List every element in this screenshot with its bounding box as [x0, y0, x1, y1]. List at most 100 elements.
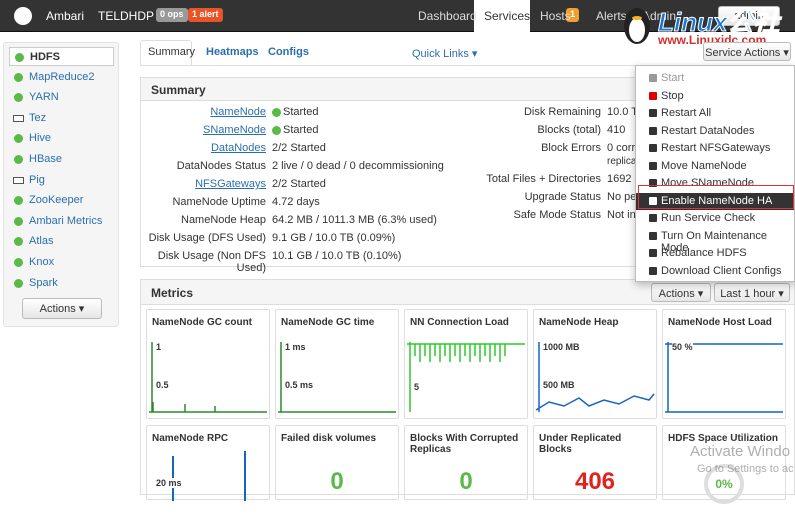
menu-label[interactable]: Rebalance HDFS	[661, 247, 747, 259]
sparkline-path	[407, 342, 525, 412]
brand[interactable]: Ambari	[46, 9, 85, 23]
service-item[interactable]: MapReduce2	[9, 68, 114, 87]
service-item[interactable]: Atlas	[9, 232, 114, 251]
service-item[interactable]: Spark	[9, 274, 114, 293]
status-icon	[14, 134, 23, 144]
nav-tab[interactable]: Dashboard	[418, 9, 477, 23]
service-name[interactable]: Knox	[29, 256, 55, 268]
menu-icon	[649, 109, 657, 117]
subtab[interactable]: Heatmaps	[206, 46, 259, 58]
service-item[interactable]: ZooKeeper	[9, 191, 114, 210]
service-name[interactable]: Atlas	[29, 235, 54, 248]
service-item[interactable]: YARN	[9, 88, 114, 107]
service-name[interactable]: ZooKeeper	[29, 194, 84, 207]
service-actions-label[interactable]: Service Actions	[705, 47, 781, 59]
status-icon	[14, 237, 23, 247]
menu-label[interactable]: Restart All	[661, 107, 712, 119]
ops-badge[interactable]: 0 ops	[156, 8, 188, 22]
service-item[interactable]: Knox	[9, 253, 114, 272]
sidebar-actions[interactable]: Actions ▾	[22, 298, 102, 319]
menu-label[interactable]: Turn On Maintenance Mode	[661, 229, 767, 254]
menu-item[interactable]: Stop	[636, 88, 794, 105]
metric-value: 406	[574, 468, 616, 495]
axis-label: 50 %	[672, 342, 693, 352]
service-name[interactable]: Hive	[29, 132, 52, 145]
service-name[interactable]: MapReduce2	[29, 70, 95, 83]
alerts-badge[interactable]: 1 alert	[188, 8, 223, 22]
menu-item[interactable]: Move NameNode	[636, 158, 794, 175]
nav-tab[interactable]: Admin	[642, 9, 677, 23]
summary-label[interactable]: NFSGateways	[195, 178, 266, 190]
service-item[interactable]: Hive	[9, 129, 114, 148]
menu-item[interactable]: Turn On Maintenance Mode	[636, 228, 794, 254]
menu-label[interactable]: Move SNameNode	[661, 177, 754, 189]
menu-item[interactable]: Restart DataNodes	[636, 123, 794, 140]
menu-label[interactable]: Download Client Configs	[661, 264, 782, 277]
menu-item[interactable]: Rebalance HDFS	[636, 245, 794, 262]
metrics-actions[interactable]: Actions ▾	[651, 283, 711, 302]
summary-label[interactable]: NameNode	[210, 106, 266, 118]
nav-tab[interactable]: Services	[484, 9, 531, 23]
quick-links[interactable]: Quick Links ▾	[412, 48, 478, 60]
metric-card: NameNode Host Load 50 %	[662, 309, 786, 419]
metric-title: NameNode Host Load	[668, 317, 772, 328]
nav-tab[interactable]: Alerts	[596, 9, 627, 23]
status-icon	[14, 155, 23, 164]
menu-label[interactable]: Start	[661, 72, 685, 84]
metric-title: HDFS Space Utilization	[668, 433, 779, 444]
menu-label[interactable]: Enable NameNode HA	[661, 194, 773, 207]
menu-label[interactable]: Restart DataNodes	[661, 124, 755, 137]
service-name[interactable]: HBase	[29, 153, 63, 165]
summary-label: Block Errors	[541, 142, 601, 154]
summary-label[interactable]: SNameNode	[203, 124, 266, 136]
metric-title: Failed disk volumes	[281, 433, 377, 444]
time-range-label[interactable]: Last 1 hour	[720, 288, 776, 300]
summary-value: Started	[283, 124, 319, 136]
service-name[interactable]: HDFS	[30, 51, 60, 63]
axis-label: 1	[156, 342, 162, 352]
metric-title: NN Connection Load	[410, 317, 509, 328]
menu-item[interactable]: Enable NameNode HA	[636, 192, 794, 210]
service-name[interactable]: Pig	[29, 173, 45, 186]
service-name[interactable]: Tez	[29, 111, 47, 124]
watermark-logo: Linux公社	[657, 7, 780, 38]
metrics-actions-label[interactable]: Actions	[658, 288, 695, 300]
service-name[interactable]: Spark	[29, 276, 58, 289]
metric-card: NameNode RPC 20 ms	[146, 425, 270, 501]
service-name[interactable]: YARN	[29, 91, 59, 104]
subtab[interactable]: Configs	[268, 46, 309, 58]
menu-label[interactable]: Restart NFSGateways	[661, 142, 771, 154]
status-icon	[14, 216, 23, 226]
menu-item[interactable]: Restart All	[636, 105, 794, 122]
service-item[interactable]: Ambari Metrics	[9, 212, 114, 231]
menu-label[interactable]: Stop	[661, 89, 684, 102]
time-range[interactable]: Last 1 hour ▾	[714, 283, 790, 302]
user-menu[interactable]: admin	[718, 6, 780, 26]
menu-label[interactable]: Move NameNode	[661, 159, 747, 172]
service-item[interactable]: HBase	[9, 150, 114, 169]
service-item[interactable]: HDFS	[9, 47, 114, 66]
sparkline	[535, 342, 655, 412]
menu-item[interactable]: Start	[636, 70, 794, 87]
axis-label: 0.5	[156, 380, 169, 390]
axis-label: 500 MB	[543, 380, 575, 390]
service-actions[interactable]: Service Actions ▾	[703, 42, 791, 61]
summary-label[interactable]: DataNodes	[210, 142, 266, 154]
service-name[interactable]: Ambari Metrics	[29, 214, 103, 227]
nav-tab[interactable]: Hosts	[540, 9, 571, 23]
sidebar-actions-label[interactable]: Actions	[39, 303, 76, 315]
menu-item[interactable]: Download Client Configs	[636, 263, 794, 280]
service-item[interactable]: Tez	[9, 109, 114, 128]
summary-value: 9.1 GB / 10.0 TB (0.09%)	[272, 232, 396, 244]
menu-item[interactable]: Move SNameNode	[636, 175, 794, 192]
menu-label[interactable]: Run Service Check	[661, 212, 756, 224]
menu-icon	[649, 266, 657, 275]
subtab[interactable]: Summary	[148, 46, 196, 58]
menu-item[interactable]: Restart NFSGateways	[636, 140, 794, 157]
metric-title: Blocks With Corrupted Replicas	[410, 433, 519, 455]
sparkline	[278, 342, 396, 413]
service-item[interactable]: Pig	[9, 171, 114, 190]
summary-label: NameNode Heap	[181, 214, 266, 226]
quick-links-label[interactable]: Quick Links	[412, 48, 469, 60]
menu-item[interactable]: Run Service Check	[636, 210, 794, 227]
